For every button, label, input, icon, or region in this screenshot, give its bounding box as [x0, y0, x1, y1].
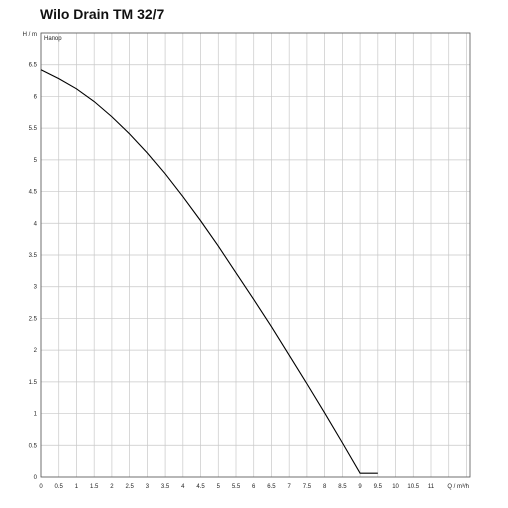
x-tick-label: 6.5 — [267, 484, 276, 490]
x-tick-label: 8.5 — [338, 484, 347, 490]
x-tick-label: 3.5 — [161, 484, 170, 490]
y-tick-label: 0.5 — [29, 443, 38, 449]
y-tick-label: 1.5 — [29, 380, 38, 386]
chart-title: Wilo Drain TM 32/7 — [40, 6, 165, 22]
y-tick-label: 2 — [34, 348, 38, 354]
x-axis-ticks: 0 0.5 1 1.5 2 2.5 3 3.5 4 4.5 5 5.5 6 6.5 7 7.5 8 8.5 9 9.5… — [39, 484, 434, 490]
y-tick-label: 4 — [34, 221, 38, 227]
y-tick-label: 0 — [34, 475, 38, 481]
x-tick-label: 6 — [252, 484, 256, 490]
x-tick-label: 10 — [392, 484, 399, 490]
x-tick-label: 1.5 — [90, 484, 99, 490]
y-tick-label: 3.5 — [29, 253, 38, 259]
x-tick-label: 3 — [146, 484, 150, 490]
x-tick-label: 7 — [288, 484, 292, 490]
x-tick-label: 7.5 — [303, 484, 312, 490]
series-label: Напор — [44, 36, 62, 42]
x-tick-label: 2 — [110, 484, 114, 490]
x-tick-label: 2.5 — [125, 484, 134, 490]
x-tick-label: 10.5 — [407, 484, 419, 490]
y-tick-label: 4.5 — [29, 190, 38, 196]
x-tick-label: 8 — [323, 484, 327, 490]
x-tick-label: 4 — [181, 484, 185, 490]
x-tick-label: 5.5 — [232, 484, 241, 490]
y-tick-label: 6 — [34, 94, 38, 100]
y-tick-label: 3 — [34, 285, 38, 291]
y-tick-label: 5.5 — [29, 126, 38, 132]
x-tick-label: 11 — [428, 484, 435, 490]
y-axis-ticks: 0 0.5 1 1.5 2 2.5 3 3.5 4 4.5 5 5.5 6 6.5 — [29, 63, 38, 481]
y-tick-label: 6.5 — [29, 63, 38, 69]
x-tick-label: 0 — [39, 484, 43, 490]
x-tick-label: 4.5 — [196, 484, 205, 490]
grid-lines — [40, 32, 470, 478]
x-tick-label: 0.5 — [55, 484, 64, 490]
y-tick-label: 2.5 — [29, 316, 38, 322]
x-tick-label: 5 — [217, 484, 221, 490]
x-tick-label: 9.5 — [374, 484, 383, 490]
y-tick-label: 1 — [34, 412, 38, 418]
x-tick-label: 9 — [358, 484, 362, 490]
head-curve-line — [40, 69, 378, 474]
y-axis-label: H / m — [23, 32, 37, 38]
x-tick-label: 1 — [75, 484, 79, 490]
y-tick-label: 5 — [34, 158, 38, 164]
x-axis-label: Q / m³/h — [447, 484, 469, 490]
plot-area — [40, 32, 471, 478]
